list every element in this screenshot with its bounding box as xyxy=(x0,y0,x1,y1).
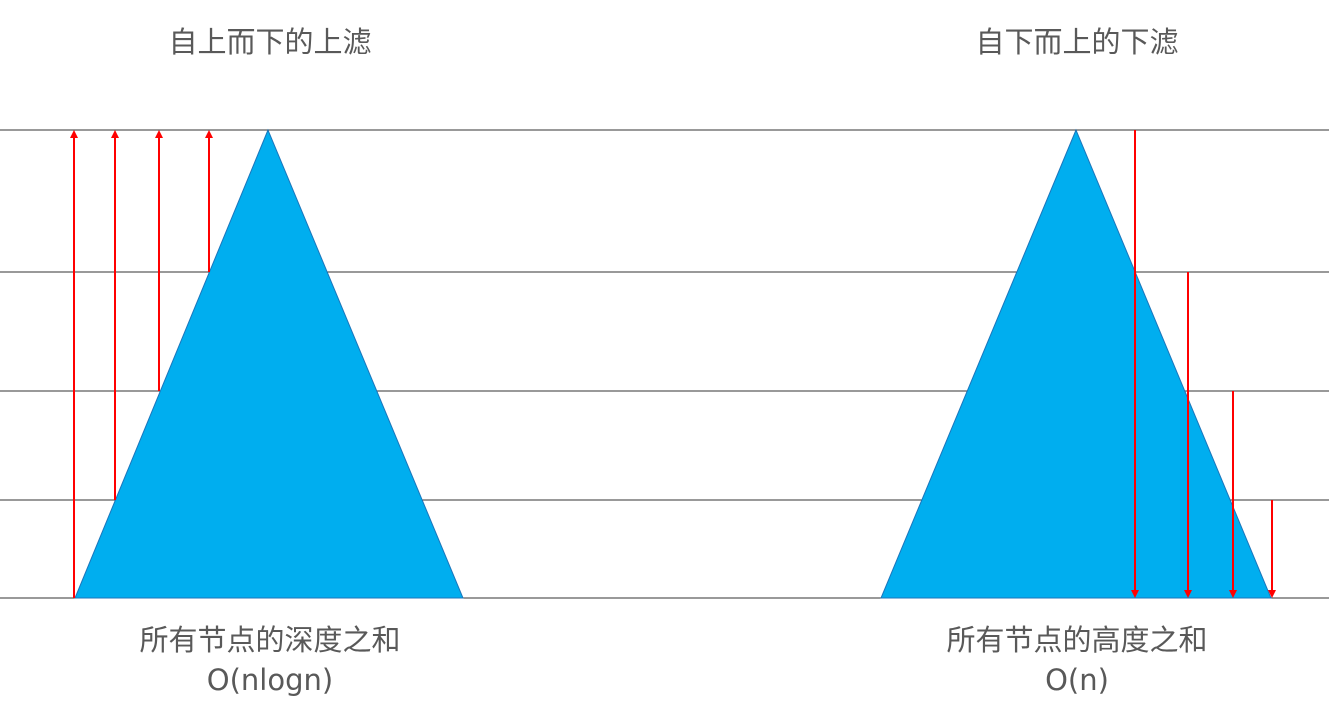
left-title: 自上而下的上滤 xyxy=(168,25,372,59)
right-caption-complexity: O(n) xyxy=(1045,663,1109,697)
sift-up-arrows xyxy=(70,130,213,598)
right-caption-height-sum: 所有节点的高度之和 xyxy=(946,623,1208,657)
heap-triangle-left xyxy=(74,128,464,599)
heap-triangle-right xyxy=(880,128,1272,599)
left-caption-complexity: O(nlogn) xyxy=(206,663,334,697)
left-caption-depth-sum: 所有节点的深度之和 xyxy=(139,623,401,657)
right-title: 自下而上的下滤 xyxy=(975,25,1179,59)
sift-down-arrows xyxy=(1131,130,1276,598)
